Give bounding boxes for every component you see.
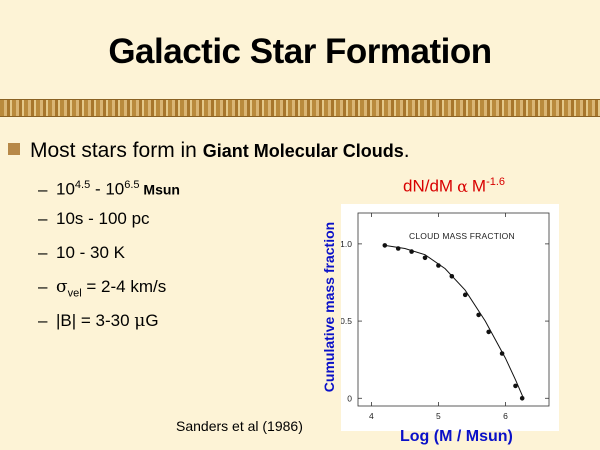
bullet-text: Most stars form in bbox=[30, 139, 203, 162]
fit-curve bbox=[384, 244, 524, 399]
size-item: –10s - 100 pc bbox=[38, 209, 150, 228]
mass-unit: Msun bbox=[139, 181, 180, 198]
data-point bbox=[476, 312, 481, 318]
data-point bbox=[519, 395, 525, 401]
data-point bbox=[462, 292, 468, 298]
magnetic-field-item: – |B| = 3-30 μG bbox=[38, 311, 159, 331]
mass-item: –104.5 - 106.5 Msun bbox=[38, 179, 180, 199]
data-point bbox=[436, 263, 441, 268]
title-divider bbox=[0, 99, 600, 117]
data-point bbox=[409, 249, 414, 254]
property-list: –104.5 - 106.5 Msun –10s - 100 pc –10 - … bbox=[38, 174, 180, 344]
square-bullet-icon bbox=[8, 143, 20, 155]
temperature-item: –10 - 30 K bbox=[38, 243, 125, 262]
x-axis-label: Log (M / Msun) bbox=[400, 428, 513, 445]
dash-bullet-icon: – bbox=[38, 311, 48, 330]
chart-svg: 4 5 6 0 0.5 1.0 bbox=[340, 212, 550, 421]
y-tick-label: 0.5 bbox=[341, 316, 352, 326]
data-point bbox=[486, 329, 491, 335]
velocity-dispersion-item: – σvel = 2-4 km/s bbox=[38, 277, 167, 300]
dash-bullet-icon: – bbox=[38, 209, 48, 228]
data-point bbox=[513, 383, 518, 389]
y-tick-label: 0 bbox=[347, 393, 352, 403]
dash-bullet-icon: – bbox=[38, 179, 48, 199]
bullet-period: . bbox=[403, 139, 410, 162]
data-point bbox=[382, 243, 388, 248]
citation: Sanders et al (1986) bbox=[176, 418, 303, 434]
plot-title: CLOUD MASS FRACTION bbox=[409, 231, 515, 241]
dash-bullet-icon: – bbox=[38, 243, 48, 262]
mass-fraction-plot: CLOUD MASS FRACTION 4 5 6 0 0.5 1.0 bbox=[340, 204, 559, 431]
y-tick-label: 1.0 bbox=[341, 239, 352, 249]
power-law-equation: dN/dM α M-1.6 bbox=[403, 176, 506, 196]
data-point bbox=[499, 351, 505, 356]
main-bullet: Most stars form in Giant Molecular Cloud… bbox=[8, 139, 410, 163]
data-point bbox=[422, 255, 428, 261]
dash-bullet-icon: – bbox=[38, 277, 48, 296]
x-tick-label: 5 bbox=[436, 411, 441, 421]
bullet-emphasis: Giant Molecular Clouds bbox=[202, 141, 404, 161]
y-axis-label: Cumulative mass fraction bbox=[321, 221, 337, 393]
proportional-icon: α bbox=[457, 176, 468, 196]
slide-title: Galactic Star Formation bbox=[108, 32, 492, 71]
x-tick-label: 4 bbox=[369, 411, 374, 421]
x-tick-label: 6 bbox=[503, 411, 508, 421]
plot-frame bbox=[357, 212, 550, 407]
data-point bbox=[395, 246, 401, 251]
data-point bbox=[449, 274, 455, 279]
